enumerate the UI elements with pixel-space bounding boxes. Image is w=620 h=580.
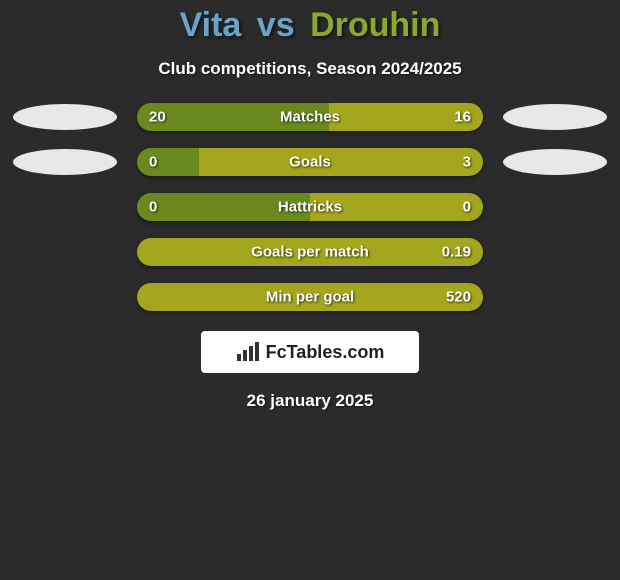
stat-bar: 0 3 Goals	[137, 148, 483, 176]
logo-text: FcTables.com	[266, 342, 385, 363]
stat-value-left: 0	[149, 199, 157, 216]
stat-value-right: 0.19	[442, 244, 471, 261]
stat-value-left: 20	[149, 109, 166, 126]
player1-name: Vita	[180, 6, 242, 44]
bars-icon	[236, 342, 260, 362]
stats-container: 20 16 Matches 0 3 Goals 0 0 Hattricks 0.19 Goals p…	[0, 103, 620, 311]
stat-value-left: 0	[149, 154, 157, 171]
stat-value-right: 3	[463, 154, 471, 171]
snapshot-date: 26 january 2025	[0, 391, 620, 411]
fctables-logo: FcTables.com	[201, 331, 419, 373]
stat-label: Hattricks	[278, 199, 342, 216]
player2-name: Drouhin	[310, 6, 440, 44]
stat-label: Min per goal	[266, 289, 354, 306]
team-oval-left	[13, 149, 117, 175]
stat-row: 0 3 Goals	[0, 148, 620, 176]
team-oval-right	[503, 104, 607, 130]
stat-value-right: 0	[463, 199, 471, 216]
stat-label: Goals	[289, 154, 331, 171]
bar-segment-left	[137, 148, 199, 176]
team-oval-right	[503, 149, 607, 175]
stat-label: Matches	[280, 109, 340, 126]
stat-bar: 20 16 Matches	[137, 103, 483, 131]
stat-row: 0.19 Goals per match	[0, 238, 620, 266]
stat-value-right: 520	[446, 289, 471, 306]
stat-bar: 520 Min per goal	[137, 283, 483, 311]
subtitle: Club competitions, Season 2024/2025	[0, 59, 620, 79]
stat-bar: 0.19 Goals per match	[137, 238, 483, 266]
comparison-title: Vita vs Drouhin	[0, 0, 620, 49]
team-oval-left	[13, 104, 117, 130]
stat-row: 0 0 Hattricks	[0, 193, 620, 221]
vs-text: vs	[257, 6, 295, 44]
bar-segment-right	[199, 148, 483, 176]
stat-label: Goals per match	[251, 244, 369, 261]
stat-row: 20 16 Matches	[0, 103, 620, 131]
stat-value-right: 16	[454, 109, 471, 126]
stat-row: 520 Min per goal	[0, 283, 620, 311]
stat-bar: 0 0 Hattricks	[137, 193, 483, 221]
